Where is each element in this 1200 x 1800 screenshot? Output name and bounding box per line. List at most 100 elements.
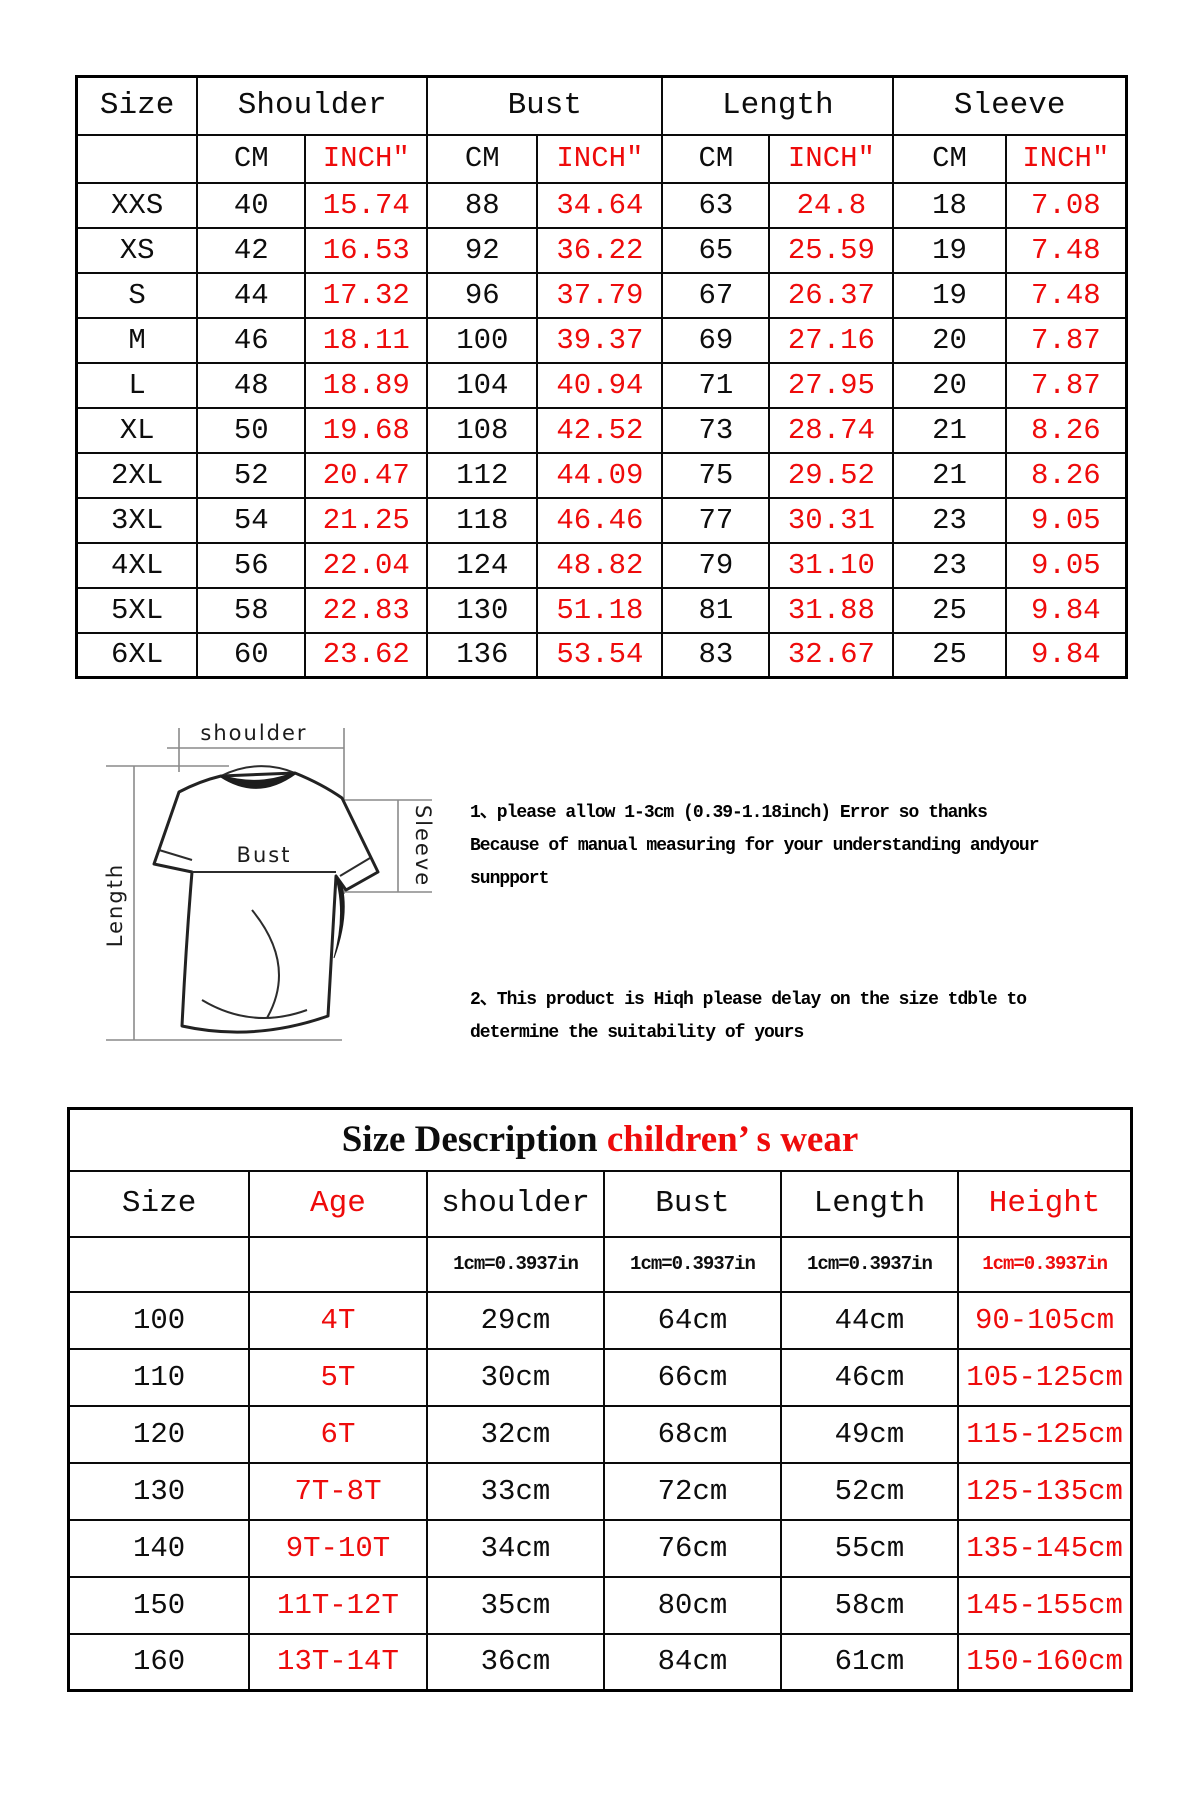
row-label-cell: 120 bbox=[67, 1404, 251, 1464]
row-label-cell: 140 bbox=[67, 1518, 251, 1578]
value-cell: 7.48 bbox=[1004, 226, 1128, 274]
value-cell: 79 bbox=[661, 541, 771, 589]
unit-cm-header: CM bbox=[661, 133, 771, 184]
col-header-bust: Bust bbox=[426, 75, 664, 136]
value-cell: 32cm bbox=[425, 1404, 606, 1464]
col-header-size: Size bbox=[75, 75, 199, 136]
value-cell: 60 bbox=[196, 631, 307, 679]
value-cell: 135-145cm bbox=[957, 1518, 1133, 1578]
value-cell: 77 bbox=[661, 496, 771, 544]
value-cell: 105-125cm bbox=[957, 1347, 1133, 1407]
kids-header-row: Size Age shoulder Bust Length Height bbox=[67, 1169, 1133, 1238]
value-cell: 44.09 bbox=[536, 451, 664, 499]
table-row: 2XL 52 20.47 112 44.09 75 29.52 21 8.26 bbox=[75, 451, 1128, 499]
value-cell: 9.05 bbox=[1004, 496, 1128, 544]
table-row: 130 7T-8T 33cm 72cm 52cm 125-135cm bbox=[67, 1461, 1133, 1521]
table-row: 3XL 54 21.25 118 46.46 77 30.31 23 9.05 bbox=[75, 496, 1128, 544]
value-cell: 20 bbox=[892, 316, 1007, 364]
value-cell: 69 bbox=[661, 316, 771, 364]
table-row: 100 4T 29cm 64cm 44cm 90-105cm bbox=[67, 1290, 1133, 1350]
row-label-cell: 100 bbox=[67, 1290, 251, 1350]
value-cell: 8.26 bbox=[1004, 406, 1128, 454]
empty-cell bbox=[75, 133, 199, 184]
value-cell: 36cm bbox=[425, 1632, 606, 1692]
collar-top-line bbox=[220, 765, 296, 777]
empty-cell bbox=[248, 1235, 428, 1293]
right-cuff-seam bbox=[339, 857, 371, 877]
length-label: Length bbox=[103, 863, 127, 947]
value-cell: 96 bbox=[426, 271, 539, 319]
value-cell: 52cm bbox=[779, 1461, 960, 1521]
table-row: 150 11T-12T 35cm 80cm 58cm 145-155cm bbox=[67, 1575, 1133, 1635]
value-cell: 21 bbox=[892, 406, 1007, 454]
kids-table-title-row: Size Description children’ s wear bbox=[67, 1107, 1133, 1172]
value-cell: 73 bbox=[661, 406, 771, 454]
value-cell: 104 bbox=[426, 361, 539, 409]
value-cell: 124 bbox=[426, 541, 539, 589]
table-row: XXS 40 15.74 88 34.64 63 24.8 18 7.08 bbox=[75, 181, 1128, 229]
value-cell: 5T bbox=[248, 1347, 428, 1407]
row-label-cell: 6XL bbox=[75, 631, 199, 679]
row-label-cell: S bbox=[75, 271, 199, 319]
value-cell: 31.88 bbox=[768, 586, 895, 634]
value-cell: 67 bbox=[661, 271, 771, 319]
value-cell: 7T-8T bbox=[248, 1461, 428, 1521]
table-row: S 44 17.32 96 37.79 67 26.37 19 7.48 bbox=[75, 271, 1128, 319]
value-cell: 64cm bbox=[603, 1290, 782, 1350]
value-cell: 15.74 bbox=[304, 181, 429, 229]
value-cell: 17.32 bbox=[304, 271, 429, 319]
value-cell: 40 bbox=[196, 181, 307, 229]
fold-line bbox=[251, 909, 280, 1019]
unit-cell: 1cm=0.3937in bbox=[779, 1235, 960, 1293]
value-cell: 24.8 bbox=[768, 181, 895, 229]
value-cell: 27.16 bbox=[768, 316, 895, 364]
value-cell: 27.95 bbox=[768, 361, 895, 409]
value-cell: 9.05 bbox=[1004, 541, 1128, 589]
value-cell: 65 bbox=[661, 226, 771, 274]
table-row: 110 5T 30cm 66cm 46cm 105-125cm bbox=[67, 1347, 1133, 1407]
value-cell: 25 bbox=[892, 631, 1007, 679]
value-cell: 100 bbox=[426, 316, 539, 364]
value-cell: 9.84 bbox=[1004, 631, 1128, 679]
unit-cell: 1cm=0.3937in bbox=[603, 1235, 782, 1293]
value-cell: 4T bbox=[248, 1290, 428, 1350]
bust-label: Bust bbox=[237, 843, 292, 867]
kids-unit-row: 1cm=0.3937in 1cm=0.3937in 1cm=0.3937in 1… bbox=[67, 1235, 1133, 1293]
unit-cell: 1cm=0.3937in bbox=[957, 1235, 1133, 1293]
value-cell: 6T bbox=[248, 1404, 428, 1464]
table-row: XL 50 19.68 108 42.52 73 28.74 21 8.26 bbox=[75, 406, 1128, 454]
value-cell: 34.64 bbox=[536, 181, 664, 229]
table-row: 5XL 58 22.83 130 51.18 81 31.88 25 9.84 bbox=[75, 586, 1128, 634]
value-cell: 88 bbox=[426, 181, 539, 229]
value-cell: 75 bbox=[661, 451, 771, 499]
value-cell: 33cm bbox=[425, 1461, 606, 1521]
row-label-cell: 2XL bbox=[75, 451, 199, 499]
value-cell: 50 bbox=[196, 406, 307, 454]
row-label-cell: L bbox=[75, 361, 199, 409]
table-row: 160 13T-14T 36cm 84cm 61cm 150-160cm bbox=[67, 1632, 1133, 1692]
value-cell: 22.83 bbox=[304, 586, 429, 634]
value-cell: 28.74 bbox=[768, 406, 895, 454]
value-cell: 52 bbox=[196, 451, 307, 499]
value-cell: 136 bbox=[426, 631, 539, 679]
adult-size-table-body: XXS 40 15.74 88 34.64 63 24.8 18 7.08 XS 42 16.53 92… bbox=[75, 181, 1128, 679]
value-cell: 21 bbox=[892, 451, 1007, 499]
kids-table-title: Size Description children’ s wear bbox=[67, 1107, 1133, 1172]
value-cell: 51.18 bbox=[536, 586, 664, 634]
value-cell: 53.54 bbox=[536, 631, 664, 679]
value-cell: 40.94 bbox=[536, 361, 664, 409]
group-header-row: Size Shoulder Bust Length Sleeve bbox=[75, 75, 1128, 136]
row-label-cell: M bbox=[75, 316, 199, 364]
value-cell: 125-135cm bbox=[957, 1461, 1133, 1521]
value-cell: 42 bbox=[196, 226, 307, 274]
kids-size-table: Size Description children’ s wear Size A… bbox=[67, 1107, 1133, 1692]
value-cell: 21.25 bbox=[304, 496, 429, 544]
value-cell: 58 bbox=[196, 586, 307, 634]
kids-col-bust: Bust bbox=[603, 1169, 782, 1238]
value-cell: 58cm bbox=[779, 1575, 960, 1635]
row-label-cell: XXS bbox=[75, 181, 199, 229]
hem-fold-line bbox=[201, 999, 308, 1019]
row-label-cell: 130 bbox=[67, 1461, 251, 1521]
table-row: XS 42 16.53 92 36.22 65 25.59 19 7.48 bbox=[75, 226, 1128, 274]
value-cell: 18.11 bbox=[304, 316, 429, 364]
